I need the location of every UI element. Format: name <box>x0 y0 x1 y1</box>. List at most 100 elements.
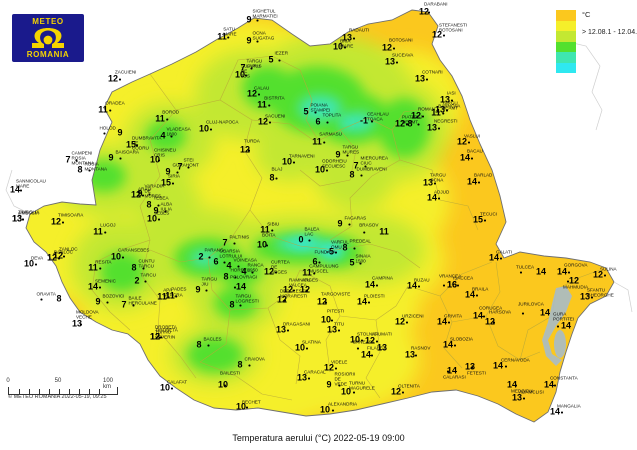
station-name: BANEASA <box>352 339 375 345</box>
station-dot-icon <box>370 354 373 357</box>
station-marker: 5 POIANA STAMPEI <box>303 103 330 117</box>
station-dot-icon <box>352 391 355 394</box>
station-name: CALAU <box>253 85 270 91</box>
station-name: BALEA LAC <box>304 226 320 237</box>
station-value: 9 <box>326 379 332 390</box>
station-dot-icon <box>227 36 229 39</box>
station-marker: 8 PREDEAL <box>342 239 370 253</box>
station-dot-icon <box>334 251 337 254</box>
legend: °C > 12.08.1 - 12.04.1 - 8.00.1 - 4.0-3.… <box>556 10 637 73</box>
station-name: GURA PORTITEI <box>552 311 575 322</box>
station-dot-icon <box>141 194 144 197</box>
station-value: 14 <box>549 406 561 417</box>
station-name: CEAHLAU TOACA <box>366 111 389 122</box>
station-name: TARGU JIU <box>201 276 218 287</box>
station-marker: 12 VASLUI <box>457 134 480 147</box>
station-value: 13 <box>11 213 23 224</box>
station-value: -5 <box>325 246 335 257</box>
legend-swatch-2 <box>556 31 576 42</box>
station-dot-icon <box>395 61 398 64</box>
station-value: 9 <box>153 205 159 216</box>
station-value: 10 <box>332 41 344 52</box>
station-marker: 8 CUNTU TARCU <box>131 259 154 273</box>
legend-unit: °C <box>582 10 591 19</box>
station-value: 14 <box>560 320 572 331</box>
station-name: VASLUI <box>463 133 480 139</box>
station-name: DEVA <box>30 255 44 261</box>
station-marker: 11 LUGOJ <box>93 223 115 237</box>
station-dot-icon <box>109 109 111 112</box>
station-value: 0 <box>298 234 304 245</box>
station-dot-icon <box>447 321 450 324</box>
station-marker: 12 URZICENI <box>395 314 424 327</box>
station-marker: 11 SIBIU <box>260 222 279 235</box>
station-value: 12 <box>316 296 328 307</box>
station-value: 14 <box>442 339 454 350</box>
legend-label-0: > 12.0 <box>582 29 602 36</box>
station-name: RAMNICU VALCEA <box>288 277 311 288</box>
station-marker: 14 GALATI <box>489 250 512 263</box>
station-value: 13 <box>414 73 426 84</box>
station-dot-icon <box>104 231 106 234</box>
station-marker: 9 HOLOD <box>99 126 122 138</box>
station-dot-icon <box>482 315 485 318</box>
station-marker: 10 STOLNICI <box>350 332 378 345</box>
station-value: 10 <box>159 382 171 393</box>
station-marker: 12 SULINA <box>593 267 617 280</box>
station-marker: 9 SIGHETUL MARMATIEI <box>246 9 277 25</box>
station-value: -1 <box>359 115 369 126</box>
scale-bar-ticks: 0 50 100 km <box>6 378 118 390</box>
station-name: HARSOVA <box>488 309 512 315</box>
station-name: TARCU <box>140 272 156 278</box>
station-dot-icon <box>244 74 247 77</box>
station-name: SUCEAVA <box>391 52 414 58</box>
station-name: CHISINEU CRIS <box>153 147 176 158</box>
station-dot-icon <box>427 11 430 14</box>
legend-swatch-4 <box>556 52 576 63</box>
station-marker: 14 CORUGEA <box>473 306 502 321</box>
station-dot-icon <box>359 262 362 265</box>
station-dot-icon <box>159 336 162 339</box>
station-marker: 10 SEBES <box>147 211 169 224</box>
station-marker: 9 BOZOVICI <box>95 294 124 307</box>
station-value: 10 <box>294 342 306 353</box>
station-name: VRANCEA <box>438 273 462 279</box>
station-name: TURNU MAGURELE <box>348 380 375 391</box>
station-value: 13 <box>341 32 353 43</box>
station-dot-icon <box>75 159 78 162</box>
station-dot-icon <box>245 406 248 409</box>
station-name: JIMBOLIA <box>17 210 39 216</box>
station-marker: 13 SUCEAVA <box>385 53 413 67</box>
water-bodies <box>542 286 572 366</box>
station-dot-icon <box>346 154 349 157</box>
station-value: 11 <box>260 224 270 235</box>
station-value: 9 <box>95 296 101 307</box>
scale-tick-2: 100 km <box>102 378 114 390</box>
station-marker: 13 SFANTU GHEORGHE <box>580 288 614 302</box>
station-dot-icon <box>364 165 367 168</box>
station-name: DUMBRAVENI <box>356 166 387 172</box>
station-dot-icon <box>338 384 341 387</box>
station-value: 13 <box>326 324 338 335</box>
station-name: TARGU OCNA <box>429 172 446 183</box>
scale-minor-tick <box>99 389 100 394</box>
station-name: TITU <box>333 321 345 327</box>
station-marker: 14 TULCEA <box>516 265 546 277</box>
station-value: 8 <box>407 118 413 129</box>
station-value: 2 <box>198 251 204 262</box>
station-marker: 11 CAMPULUNG MUSCEL <box>302 264 338 278</box>
station-dot-icon <box>158 336 161 339</box>
station-marker: 10 CHISINEU CRIS <box>150 148 176 165</box>
station-dot-icon <box>19 189 22 192</box>
station-value: 7 <box>177 161 183 172</box>
station-name: TULCEA <box>515 264 535 270</box>
station-name: DROBETA <box>155 327 178 333</box>
station-name: SFANTU GHEORGHE <box>586 287 614 298</box>
station-dot-icon <box>157 218 160 221</box>
station-dot-icon <box>453 344 456 347</box>
scale-bar-body <box>8 387 118 395</box>
station-dot-icon <box>504 365 507 368</box>
station-dot-icon <box>208 256 211 259</box>
station-marker: 8 DEJ <box>407 115 422 129</box>
